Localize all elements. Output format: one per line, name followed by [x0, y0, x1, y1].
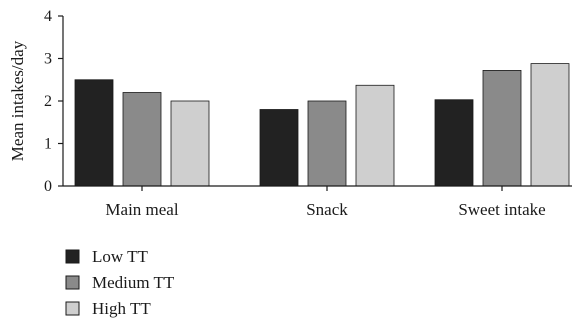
legend-label: Medium TT — [92, 273, 175, 292]
y-axis-ticks: 0 1 2 3 4 — [44, 8, 63, 195]
category-label: Sweet intake — [458, 200, 545, 219]
legend-swatch — [65, 301, 80, 316]
y-tick-label: 1 — [44, 136, 52, 153]
bar-snack-high-tt — [355, 84, 395, 187]
legend-label: High TT — [92, 299, 151, 318]
legend: Low TT Medium TT High TT — [65, 247, 175, 318]
bar-sweet-intake-high-tt — [530, 63, 570, 187]
bar-sweet-intake-medium-tt — [482, 70, 522, 187]
legend-label: Low TT — [92, 247, 148, 266]
category-label: Snack — [306, 200, 348, 219]
bar-main-meal-high-tt — [170, 100, 210, 187]
y-tick-label: 2 — [44, 93, 52, 110]
y-tick-label: 3 — [44, 51, 52, 68]
legend-swatch — [65, 249, 80, 264]
y-axis-title: Mean intakes/day — [8, 40, 27, 161]
bars — [74, 63, 570, 187]
bar-sweet-intake-low-tt — [434, 99, 474, 187]
x-axis-ticks: Main meal Snack Sweet intake — [105, 186, 546, 219]
y-tick-label: 0 — [44, 178, 52, 195]
legend-swatch — [65, 275, 80, 290]
bar-snack-low-tt — [259, 109, 299, 187]
y-tick-label: 4 — [44, 8, 52, 25]
bar-main-meal-medium-tt — [122, 92, 162, 187]
bar-snack-medium-tt — [307, 100, 347, 187]
bar-main-meal-low-tt — [74, 79, 114, 187]
category-label: Main meal — [105, 200, 178, 219]
